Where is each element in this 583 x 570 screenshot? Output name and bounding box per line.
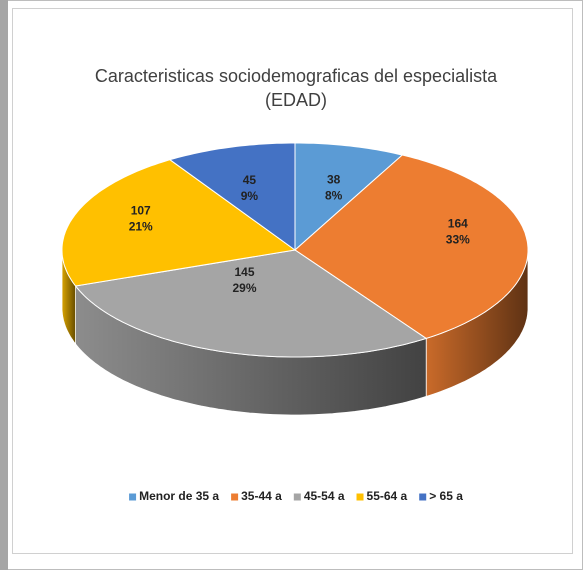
- legend-swatch: [419, 493, 427, 501]
- chart-subtitle: (EDAD): [265, 90, 327, 110]
- data-label: 145: [234, 265, 254, 279]
- chart-title: Caracteristicas sociodemograficas del es…: [95, 66, 498, 86]
- legend-label: 45-54 a: [304, 489, 345, 503]
- percent-label: 9%: [241, 189, 259, 203]
- data-label: 45: [243, 173, 257, 187]
- percent-label: 21%: [129, 220, 153, 234]
- legend-label: 35-44 a: [241, 489, 282, 503]
- percent-label: 29%: [232, 281, 256, 295]
- percent-label: 33%: [446, 232, 470, 246]
- legend-swatch: [356, 493, 364, 501]
- legend-swatch: [129, 493, 137, 501]
- slice: [168, 142, 296, 251]
- legend-label: > 65 a: [429, 489, 463, 503]
- slice: [294, 154, 529, 339]
- percent-label: 8%: [325, 188, 343, 202]
- legend-swatch: [293, 493, 301, 501]
- data-label: 38: [327, 172, 341, 186]
- slice: [74, 249, 428, 358]
- frame-left: [0, 0, 8, 570]
- legend-label: 55-64 a: [367, 489, 408, 503]
- legend-label: Menor de 35 a: [139, 489, 219, 503]
- slice: [61, 159, 297, 287]
- data-label: 164: [448, 216, 468, 230]
- slice: [294, 142, 404, 252]
- data-label: 107: [131, 204, 151, 218]
- legend-swatch: [231, 493, 239, 501]
